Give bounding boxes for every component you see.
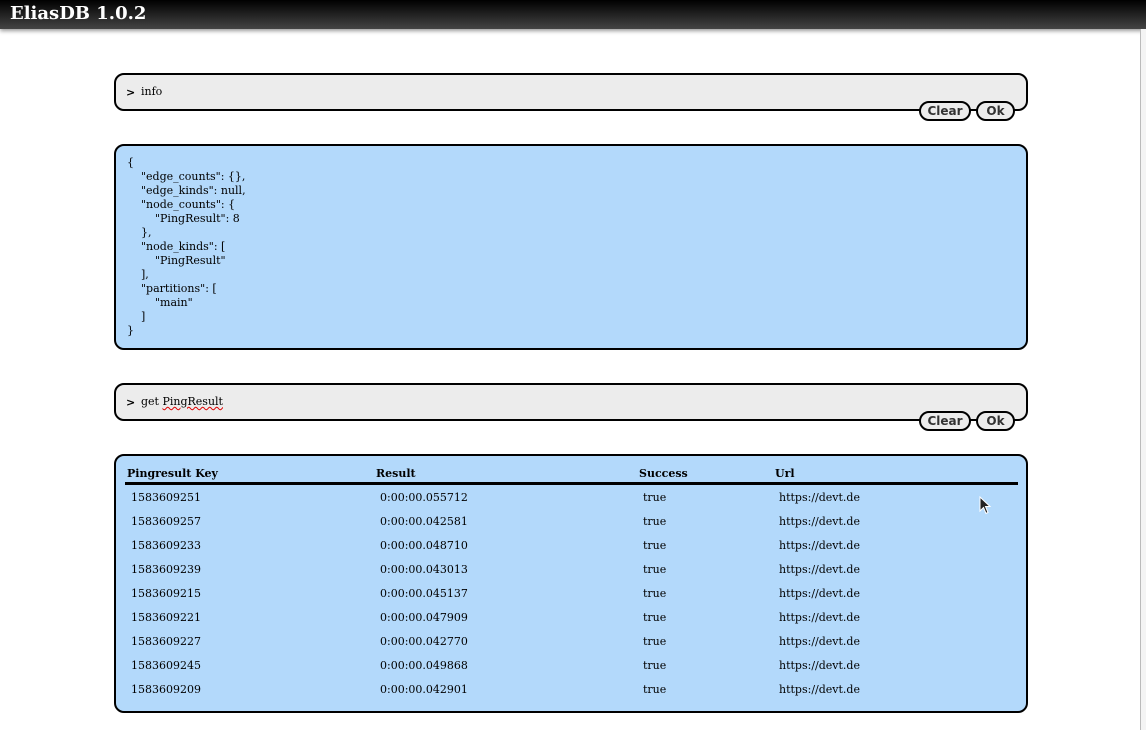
- table-cell: 1583609233: [131, 538, 201, 552]
- prompt-symbol: >: [126, 86, 136, 99]
- table-cell: 1583609215: [131, 586, 201, 600]
- column-header[interactable]: Pingresult Key: [125, 466, 374, 485]
- table-cell: 1583609245: [131, 658, 201, 672]
- table-cell: https://devt.de: [779, 586, 860, 600]
- column-header[interactable]: Result: [374, 466, 637, 485]
- table-row: 1583609251 0:00:00.055712 true https://devt…: [125, 484, 1018, 510]
- table-cell: https://devt.de: [779, 634, 860, 648]
- command-input-1[interactable]: > info: [114, 73, 1028, 111]
- table-cell: 0:00:00.042770: [380, 634, 468, 648]
- command-output-table: Pingresult Key Result Success Url 158360…: [114, 454, 1028, 713]
- table-row: 1583609239 0:00:00.043013 true https://devt…: [125, 557, 1018, 581]
- table-cell: https://devt.de: [779, 538, 860, 552]
- ok-button[interactable]: Ok: [976, 101, 1015, 121]
- table-cell: 0:00:00.048710: [380, 538, 468, 552]
- table-cell: true: [643, 586, 667, 600]
- table-cell: 0:00:00.045137: [380, 586, 468, 600]
- table-cell: https://devt.de: [779, 490, 860, 504]
- table-cell: https://devt.de: [779, 658, 860, 672]
- table-cell: https://devt.de: [779, 514, 860, 528]
- command-prefix: get: [141, 395, 163, 408]
- table-row: 1583609233 0:00:00.048710 true https://devt…: [125, 533, 1018, 557]
- table-row: 1583609257 0:00:00.042581 true https://devt…: [125, 509, 1018, 533]
- table-cell: true: [643, 490, 667, 504]
- app-header: EliasDB 1.0.2: [0, 0, 1146, 29]
- table-row: 1583609215 0:00:00.045137 true https://devt…: [125, 581, 1018, 605]
- table-row: 1583609245 0:00:00.049868 true https://devt…: [125, 653, 1018, 677]
- table-cell: true: [643, 634, 667, 648]
- table-cell: 1583609227: [131, 634, 201, 648]
- table-cell: 0:00:00.055712: [380, 490, 468, 504]
- table-cell: 1583609251: [131, 490, 201, 504]
- table-cell: 1583609257: [131, 514, 201, 528]
- table-cell: https://devt.de: [779, 682, 860, 696]
- command-output-info: { "edge_counts": {}, "edge_kinds": null,…: [114, 144, 1028, 350]
- table-cell: 1583609239: [131, 562, 201, 576]
- table-cell: 0:00:00.049868: [380, 658, 468, 672]
- table-cell: 0:00:00.042901: [380, 682, 468, 696]
- table-cell: 1583609209: [131, 682, 201, 696]
- table-cell: true: [643, 658, 667, 672]
- mouse-cursor-icon: [979, 496, 992, 515]
- column-header[interactable]: Success: [637, 466, 773, 485]
- command-text[interactable]: get PingResult: [141, 395, 223, 408]
- table-row: 1583609209 0:00:00.042901 true https://devt…: [125, 677, 1018, 701]
- command-word: PingResult: [162, 395, 223, 408]
- table-cell: https://devt.de: [779, 610, 860, 624]
- results-table: Pingresult Key Result Success Url 158360…: [125, 466, 1018, 701]
- table-cell: https://devt.de: [779, 562, 860, 576]
- table-cell: true: [643, 610, 667, 624]
- app-title: EliasDB 1.0.2: [10, 3, 147, 24]
- table-row: 1583609221 0:00:00.047909 true https://devt…: [125, 605, 1018, 629]
- table-cell: 0:00:00.043013: [380, 562, 468, 576]
- table-header-row: Pingresult Key Result Success Url: [125, 466, 1018, 485]
- column-header[interactable]: Url: [773, 466, 1018, 485]
- json-output: { "edge_counts": {}, "edge_kinds": null,…: [127, 156, 246, 337]
- clear-button[interactable]: Clear: [919, 411, 971, 431]
- command-input-2[interactable]: > get PingResult: [114, 383, 1028, 421]
- prompt-symbol: >: [126, 396, 136, 409]
- table-cell: 0:00:00.047909: [380, 610, 468, 624]
- table-cell: true: [643, 538, 667, 552]
- scrollbar[interactable]: [1140, 29, 1146, 730]
- table-cell: 0:00:00.042581: [380, 514, 468, 528]
- table-cell: true: [643, 682, 667, 696]
- table-cell: true: [643, 514, 667, 528]
- clear-button[interactable]: Clear: [919, 101, 971, 121]
- table-cell: 1583609221: [131, 610, 201, 624]
- table-row: 1583609227 0:00:00.042770 true https://devt…: [125, 629, 1018, 653]
- table-cell: true: [643, 562, 667, 576]
- command-text[interactable]: info: [141, 85, 163, 98]
- ok-button[interactable]: Ok: [976, 411, 1015, 431]
